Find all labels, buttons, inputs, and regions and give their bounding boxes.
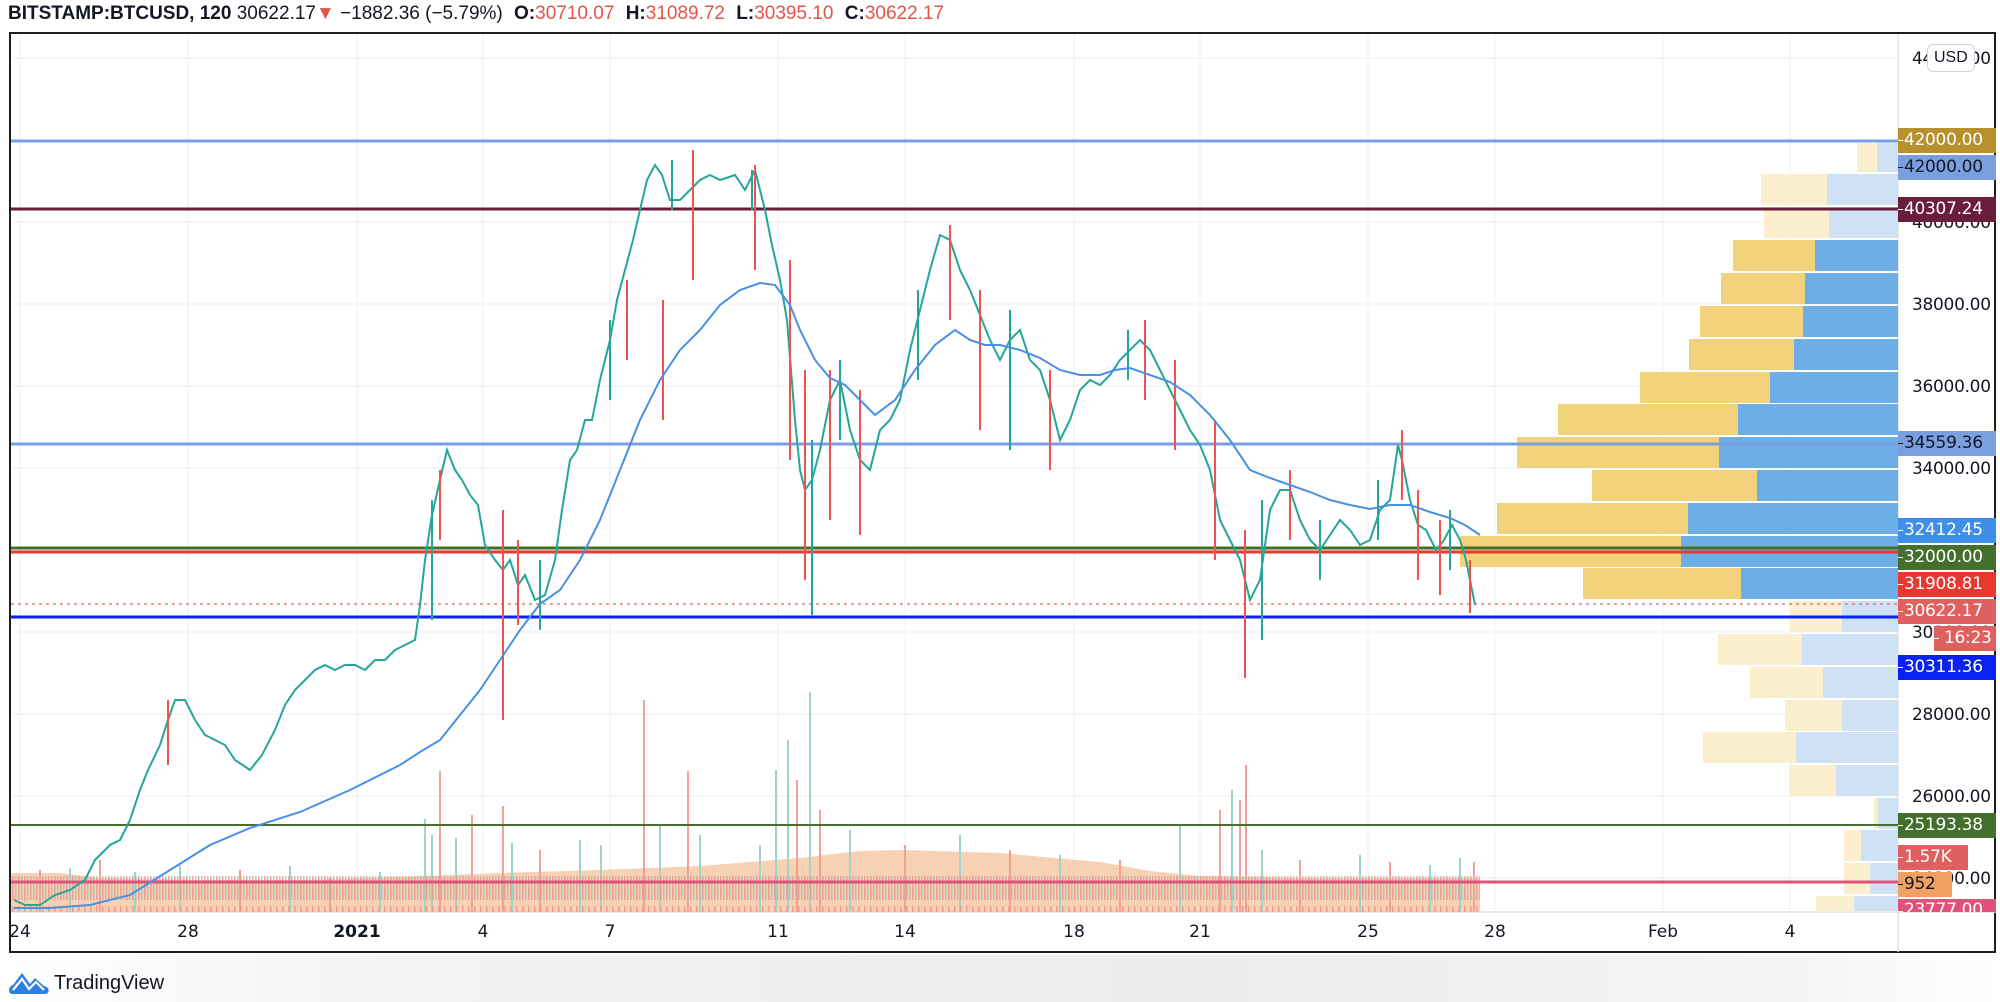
candles: [13, 163, 1476, 906]
volume-label: 952: [1898, 872, 1952, 897]
price-label-42000-blue: 42000.00: [1898, 155, 1996, 180]
level-lines: [11, 139, 1898, 884]
price-tick: 36000.00: [1912, 377, 1991, 397]
price-label-23777: 23777.00: [1898, 899, 1996, 912]
time-tick: 4: [1784, 922, 1796, 942]
price-tick: 34000.00: [1912, 459, 1991, 479]
price-label-31908: 31908.81: [1898, 572, 1996, 597]
candle-wicks-red: [167, 150, 1471, 765]
time-tick: 28: [1484, 922, 1506, 942]
time-tick-month: Feb: [1647, 922, 1679, 942]
brand-name: TradingView: [54, 971, 165, 994]
footer: [0, 955, 2000, 1002]
time-tick-year: 2021: [333, 922, 381, 942]
price-label-32000: 32000.00: [1898, 545, 1996, 570]
close-value: 30622.17: [864, 3, 945, 24]
price-tick: 38000.00: [1912, 295, 1991, 315]
close-key: C:: [844, 3, 865, 24]
time-tick: 24: [9, 922, 31, 942]
time-tick: 11: [767, 922, 789, 942]
time-tick: 7: [604, 922, 616, 942]
last-price-label: 30622.17: [1898, 599, 1996, 624]
time-tick: 18: [1063, 922, 1085, 942]
volume-ma-label: 1.57K: [1898, 845, 1968, 870]
change-arrow-icon: ▼: [315, 3, 335, 24]
last-price: 30622.17: [236, 3, 316, 24]
time-tick: 28: [177, 922, 199, 942]
price-label-25193: 25193.38: [1898, 813, 1996, 838]
price-label-32412: 32412.45: [1898, 518, 1996, 543]
tradingview-logo[interactable]: TradingView: [8, 970, 164, 996]
moving-average-line: [14, 281, 1481, 909]
time-tick: 4: [477, 922, 489, 942]
price-label-30311: 30311.36: [1898, 655, 1996, 680]
low-key: L:: [736, 3, 755, 24]
high-value: 31089.72: [645, 3, 725, 24]
price-label-40307: 40307.24: [1898, 197, 1996, 222]
symbol-title[interactable]: BITSTAMP:BTCUSD, 120: [8, 3, 232, 24]
price-change: −1882.36 (−5.79%): [340, 3, 503, 24]
tradingview-cloud-icon: [9, 973, 49, 994]
currency-badge[interactable]: USD: [1927, 44, 1975, 72]
candle-wicks-green: [431, 160, 1451, 640]
price-tick: 26000.00: [1912, 787, 1991, 807]
low-value: 30395.10: [754, 3, 834, 24]
time-tick: 21: [1189, 922, 1211, 942]
high-key: H:: [625, 3, 646, 24]
symbol-legend: BITSTAMP:BTCUSD, 120 30622.17▼ −1882.36 …: [8, 1, 944, 27]
time-tick: 25: [1357, 922, 1379, 942]
bar-countdown: 16:23: [1934, 626, 1996, 651]
open-key: O:: [514, 3, 536, 24]
price-tick: 28000.00: [1912, 705, 1991, 725]
chart-canvas[interactable]: [0, 0, 2000, 955]
open-value: 30710.07: [535, 3, 615, 24]
price-label-42000-gold: 42000.00: [1898, 128, 1996, 153]
time-tick: 14: [894, 922, 916, 942]
price-label-34559: 34559.36: [1898, 431, 1996, 456]
